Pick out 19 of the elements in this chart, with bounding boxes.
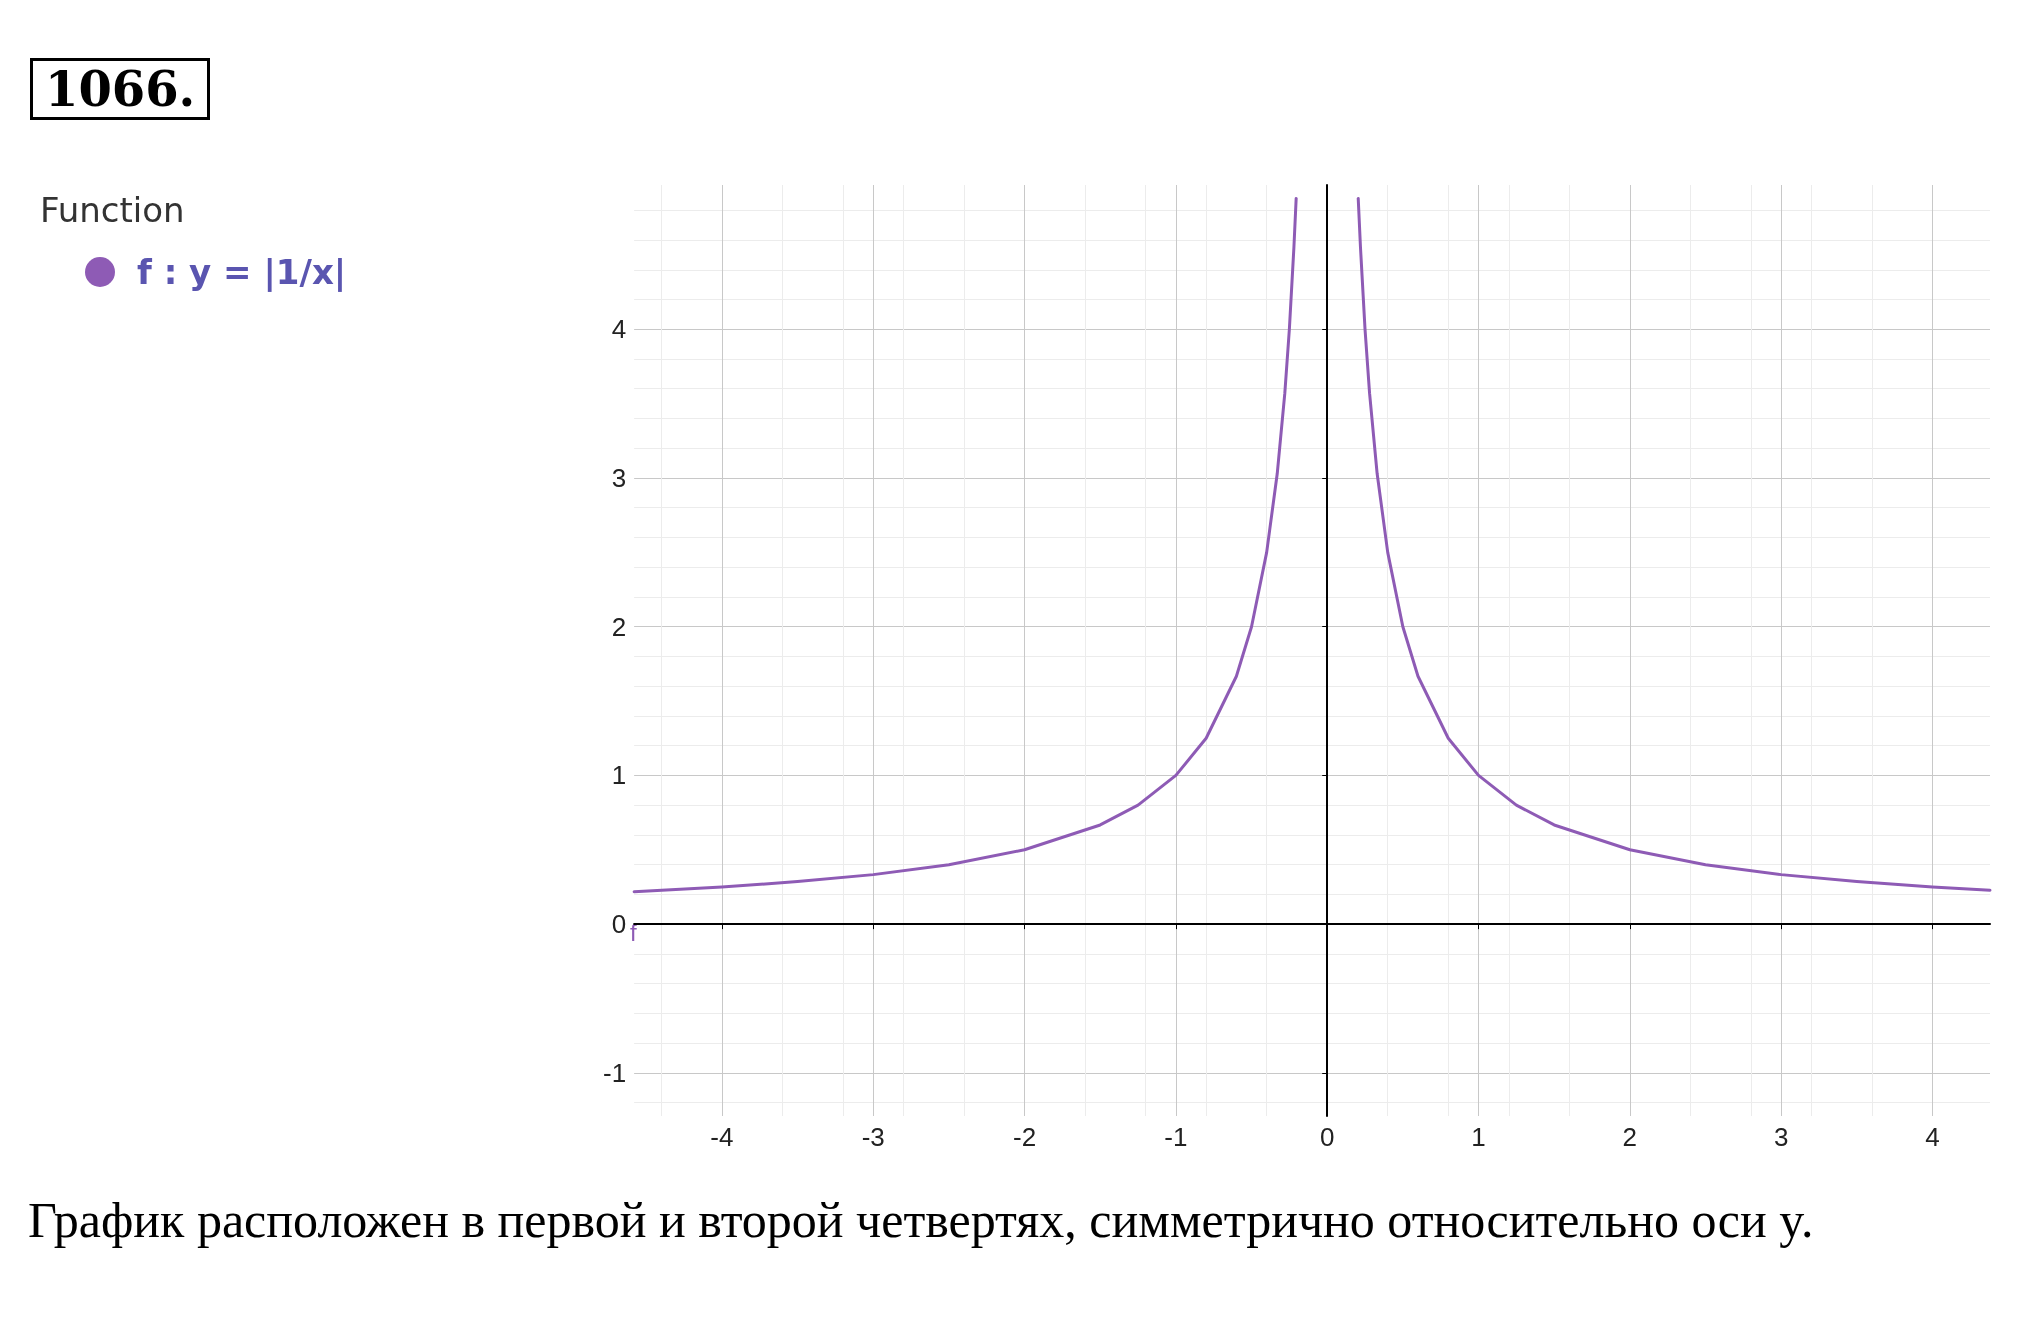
y-tick-label: 0 [611,909,627,940]
y-tick-label: -1 [602,1057,627,1088]
text: График расположен в первой и второй четвертях, симметрично относительно оси y. [28,1191,1815,1250]
y-tick-label: 2 [611,611,627,642]
x-tick-label: 4 [1925,1122,1940,1152]
x-tick-label: -4 [710,1122,734,1152]
y-tick-label: 1 [611,760,627,791]
y-tick-label: 3 [611,462,627,493]
x-tick-label: -1 [1164,1122,1188,1152]
x-tick-label: 0 [1319,1122,1335,1152]
x-tick-label: 2 [1622,1122,1638,1152]
y-tick-label: 4 [611,314,627,345]
x-tick-label: 1 [1471,1122,1486,1152]
legend-label: f : y = |1/x| [136,252,347,292]
x-tick-label: -3 [861,1122,885,1152]
legend-title: Function [40,190,186,230]
x-tick-label: 3 [1773,1122,1789,1152]
text: 1066. [30,58,211,120]
x-tick-label: -2 [1012,1122,1037,1152]
